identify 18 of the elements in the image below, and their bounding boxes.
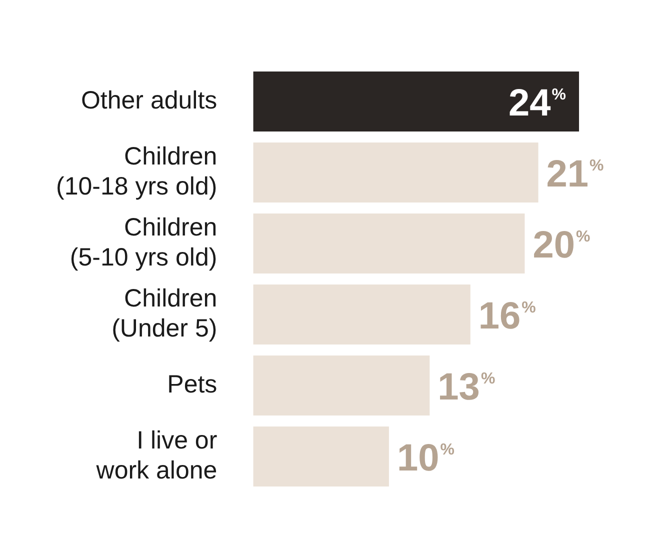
y-tick-label: I live or work alone <box>95 426 218 484</box>
bar <box>253 71 580 132</box>
bar <box>253 426 389 487</box>
y-tick-label: Pets <box>167 370 218 398</box>
data-label: 13% <box>438 366 496 408</box>
bar <box>253 142 538 203</box>
y-tick-label: Other adults <box>80 86 218 114</box>
bar <box>253 284 470 345</box>
data-label: 21% <box>546 154 604 196</box>
y-tick-label: Children (10-18 yrs old) <box>56 142 218 200</box>
data-label: 24% <box>508 82 566 124</box>
bar <box>253 355 430 416</box>
bar <box>253 213 525 274</box>
data-label: 20% <box>532 224 590 266</box>
y-tick-label: Children (Under 5) <box>112 284 218 342</box>
y-tick-label: Children (5-10 yrs old) <box>70 213 218 272</box>
data-label: 16% <box>478 296 536 338</box>
data-label: 10% <box>396 438 454 480</box>
